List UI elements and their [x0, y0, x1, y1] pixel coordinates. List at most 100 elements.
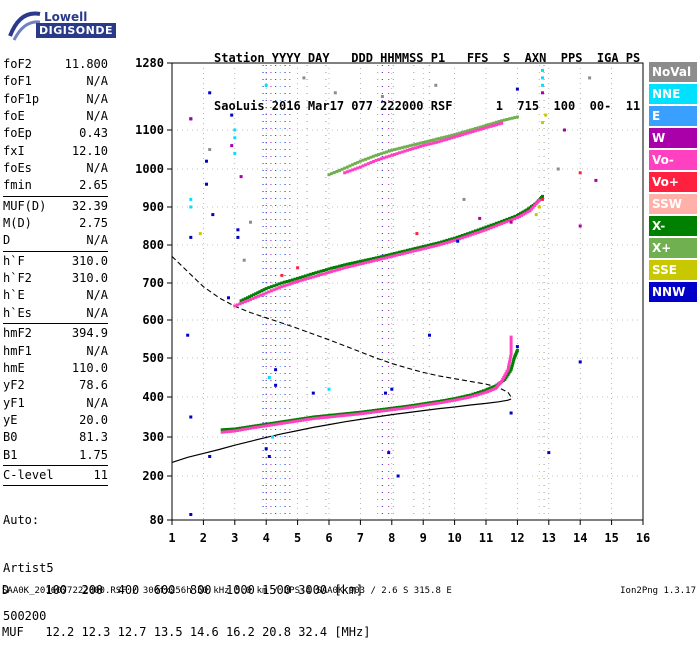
echo-point — [269, 421, 273, 425]
echo-point — [233, 151, 237, 155]
echo-point — [476, 128, 480, 132]
echo-point — [419, 144, 423, 148]
echo-point — [453, 133, 457, 137]
echo-point — [447, 134, 451, 138]
echo-point — [463, 130, 467, 134]
param-row: MUF(D) 32.39 — [3, 198, 108, 215]
header-values: SaoLuis 2016 Mar17 077 222000 RSF 1 715 … — [214, 99, 641, 113]
echo-point — [434, 244, 438, 248]
echo-point — [238, 428, 242, 432]
echo-point — [497, 120, 501, 123]
legend-item-nne: NNE — [649, 84, 697, 104]
echo-point — [471, 127, 475, 131]
echo-point — [335, 268, 339, 272]
echo-point — [468, 393, 472, 397]
echo-point — [343, 166, 347, 170]
echo-point — [466, 394, 470, 398]
param-value: N/A — [86, 288, 108, 303]
echo-point — [277, 420, 281, 424]
echo-point — [243, 427, 247, 431]
echo-point — [541, 91, 544, 95]
echo-point — [487, 125, 491, 129]
echo-point — [280, 273, 284, 277]
echo-point — [471, 230, 475, 234]
echo-point — [390, 406, 394, 410]
echo-point — [374, 256, 378, 260]
echo-point — [406, 144, 409, 148]
echo-point — [306, 276, 310, 280]
echo-point — [510, 116, 514, 120]
echo-point — [358, 165, 362, 169]
echo-point — [508, 216, 512, 220]
x-tick-label: 3 — [231, 531, 238, 545]
echo-point — [419, 247, 423, 251]
echo-point — [249, 425, 252, 429]
echo-point — [442, 399, 446, 402]
x-tick-label: 6 — [325, 531, 332, 545]
echo-point — [500, 121, 504, 125]
echo-point — [311, 275, 315, 279]
echo-point — [345, 165, 349, 169]
param-value: 2.75 — [79, 216, 108, 231]
echo-point — [288, 282, 292, 286]
muf-table: D 100 200 400 600 800 1000 1500 3000 [km… — [2, 555, 370, 653]
echo-point — [540, 196, 543, 199]
param-value: N/A — [86, 91, 108, 106]
param-row: B1 1.75 — [3, 447, 108, 464]
echo-point — [296, 266, 300, 270]
echo-point — [374, 258, 378, 262]
param-name: foE — [3, 109, 25, 124]
echo-point — [481, 124, 485, 128]
echo-point — [468, 231, 472, 235]
echo-point — [364, 258, 368, 262]
echo-point — [487, 123, 491, 127]
param-name: B1 — [3, 447, 18, 462]
echo-point — [366, 258, 370, 262]
echo-point — [509, 338, 513, 342]
echo-point — [447, 240, 451, 244]
echo-point — [505, 374, 509, 378]
echo-point — [400, 407, 404, 410]
echo-point — [497, 220, 501, 224]
echo-point — [385, 407, 389, 411]
echo-point — [345, 265, 349, 269]
echo-point — [330, 172, 334, 176]
echo-point — [541, 76, 544, 80]
echo-point — [335, 413, 339, 417]
echo-point — [377, 255, 381, 259]
echo-point — [372, 154, 375, 158]
y-tick-label: 500 — [142, 351, 164, 365]
echo-point — [509, 411, 513, 415]
echo-point — [487, 227, 491, 231]
echo-point — [434, 241, 438, 245]
echo-point — [249, 298, 252, 302]
echo-point — [311, 391, 315, 395]
echo-point — [395, 407, 399, 411]
param-name: h`F2 — [3, 271, 32, 286]
echo-point — [251, 297, 255, 300]
echo-point — [353, 162, 357, 165]
echo-point — [432, 141, 436, 145]
echo-point — [372, 410, 375, 414]
echo-point — [392, 153, 396, 156]
echo-point — [301, 278, 305, 282]
echo-point — [460, 234, 464, 237]
echo-point — [515, 213, 519, 217]
y-tick-label: 1000 — [135, 162, 164, 176]
echo-point — [322, 414, 326, 418]
echo-point — [387, 154, 391, 158]
echo-point — [432, 242, 436, 246]
echo-point — [256, 425, 260, 429]
echo-point — [403, 405, 407, 408]
echo-point — [502, 221, 506, 225]
echo-point — [411, 249, 415, 253]
echo-point — [385, 409, 389, 412]
echo-point — [426, 246, 430, 249]
echo-point — [205, 159, 208, 163]
echo-point — [236, 235, 240, 239]
echo-point — [348, 413, 352, 417]
echo-point — [332, 269, 336, 273]
echo-point — [239, 299, 243, 303]
echo-point — [492, 387, 496, 391]
echo-point — [340, 414, 344, 418]
